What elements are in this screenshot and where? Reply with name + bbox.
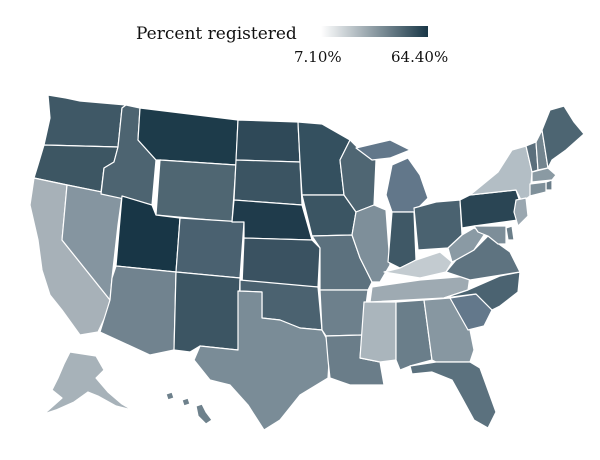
state-connecticut[interactable]: Connecticut: [529, 181, 547, 197]
legend-color-scale: [321, 26, 428, 37]
state-illinois[interactable]: Illinois: [351, 204, 391, 283]
state-new-mexico[interactable]: New Mexico: [173, 271, 241, 353]
legend-title: Percent registered: [136, 24, 297, 44]
state-delaware[interactable]: Delaware: [505, 225, 515, 241]
state-alaska[interactable]: Alaska: [43, 351, 133, 415]
state-massachusetts[interactable]: Massachusetts: [531, 167, 557, 183]
state-arizona[interactable]: Arizona: [99, 265, 177, 356]
state-south-dakota[interactable]: South Dakota: [233, 159, 303, 206]
state-north-carolina[interactable]: North Carolina: [443, 271, 521, 311]
state-montana[interactable]: Montana: [137, 107, 239, 166]
state-kentucky[interactable]: Kentucky: [383, 251, 453, 279]
state-pennsylvania[interactable]: Pennsylvania: [459, 189, 523, 229]
state-indiana[interactable]: Indiana: [387, 211, 417, 269]
state-texas[interactable]: Texas: [193, 290, 331, 431]
state-mississippi[interactable]: Mississippi: [359, 301, 397, 363]
state-rhode-island[interactable]: Rhode Island: [545, 179, 553, 191]
state-maine[interactable]: Maine: [541, 105, 585, 169]
legend-max-label: 64.40%: [391, 48, 449, 66]
state-nebraska[interactable]: Nebraska: [231, 199, 313, 241]
state-maryland[interactable]: Maryland: [473, 225, 507, 245]
legend-min-label: 7.10%: [294, 48, 342, 66]
state-washington[interactable]: Washington: [43, 94, 127, 148]
legend: Percent registered 7.10% 64.40%: [0, 0, 600, 80]
state-west-virginia[interactable]: West Virginia: [447, 227, 487, 263]
state-wisconsin[interactable]: Wisconsin: [339, 139, 377, 213]
state-wyoming[interactable]: Wyoming: [155, 159, 237, 223]
state-kansas[interactable]: Kansas: [241, 237, 321, 288]
state-michigan[interactable]: Michigan: [355, 139, 429, 213]
state-florida[interactable]: Florida: [409, 361, 497, 429]
state-arkansas[interactable]: Arkansas: [319, 289, 369, 337]
state-north-dakota[interactable]: North Dakota: [235, 119, 301, 163]
state-colorado[interactable]: Colorado: [175, 217, 245, 279]
state-hawaii[interactable]: Hawaii: [165, 391, 213, 425]
state-new-jersey[interactable]: New Jersey: [513, 197, 529, 227]
